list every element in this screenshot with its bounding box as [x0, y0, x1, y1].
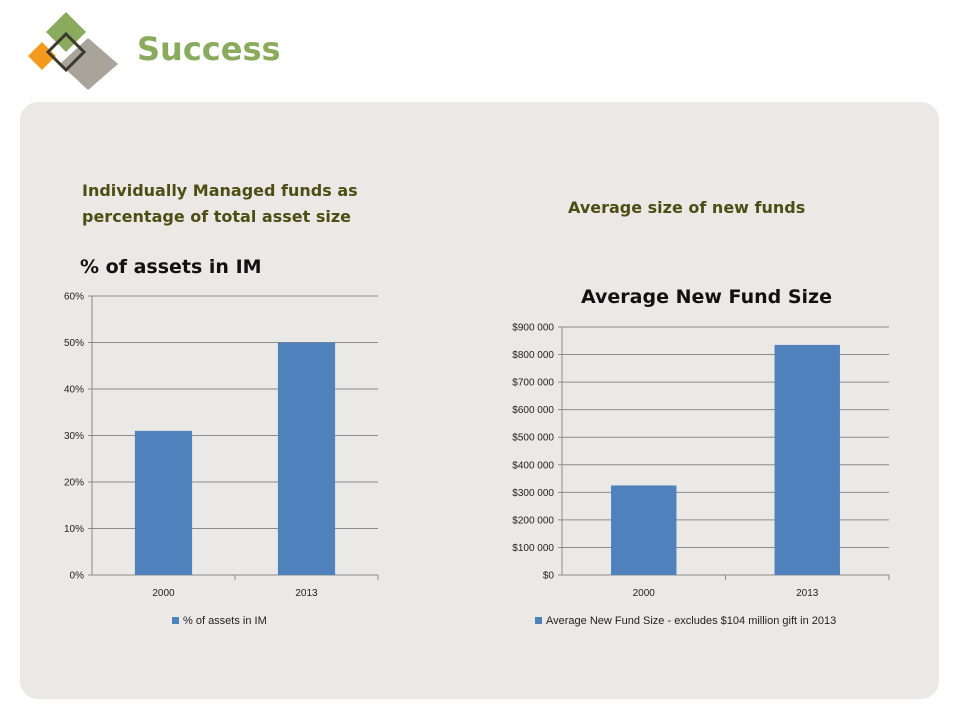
- left-chart-title: % of assets in IM: [80, 256, 262, 278]
- right-section-heading: Average size of new funds: [568, 198, 806, 217]
- y-tick-label: $600 000: [512, 405, 554, 416]
- y-tick-label: 0%: [70, 571, 85, 582]
- x-tick-label: 2013: [796, 588, 819, 599]
- y-tick-label: 40%: [64, 385, 84, 396]
- left-section-heading: Individually Managed funds as percentage…: [82, 181, 358, 226]
- y-tick-label: $200 000: [512, 515, 554, 526]
- bar-2000: [134, 430, 193, 575]
- y-tick-label: 50%: [64, 338, 84, 349]
- bar-2000: [611, 485, 677, 575]
- y-tick-label: 10%: [64, 524, 84, 535]
- logo-icon: [28, 12, 118, 90]
- right-chart-title: Average New Fund Size: [581, 286, 832, 308]
- bar-2013: [774, 344, 840, 575]
- bar-2013: [277, 342, 336, 575]
- x-tick-label: 2000: [152, 588, 175, 599]
- y-tick-label: $700 000: [512, 378, 554, 389]
- legend-swatch: [172, 617, 179, 624]
- y-tick-label: 20%: [64, 478, 84, 489]
- y-tick-label: $900 000: [512, 323, 554, 334]
- y-tick-label: $100 000: [512, 543, 554, 554]
- y-tick-label: $0: [543, 571, 555, 582]
- y-tick-label: $400 000: [512, 460, 554, 471]
- slide-title: Success: [137, 30, 281, 68]
- y-tick-label: $800 000: [512, 350, 554, 361]
- y-tick-label: $300 000: [512, 488, 554, 499]
- legend-label: % of assets in IM: [183, 615, 267, 627]
- y-tick-label: 60%: [64, 292, 84, 303]
- legend-label: Average New Fund Size - excludes $104 mi…: [546, 615, 836, 627]
- x-tick-label: 2013: [295, 588, 318, 599]
- y-tick-label: 30%: [64, 431, 84, 442]
- legend-swatch: [535, 617, 542, 624]
- x-tick-label: 2000: [633, 588, 656, 599]
- y-tick-label: $500 000: [512, 433, 554, 444]
